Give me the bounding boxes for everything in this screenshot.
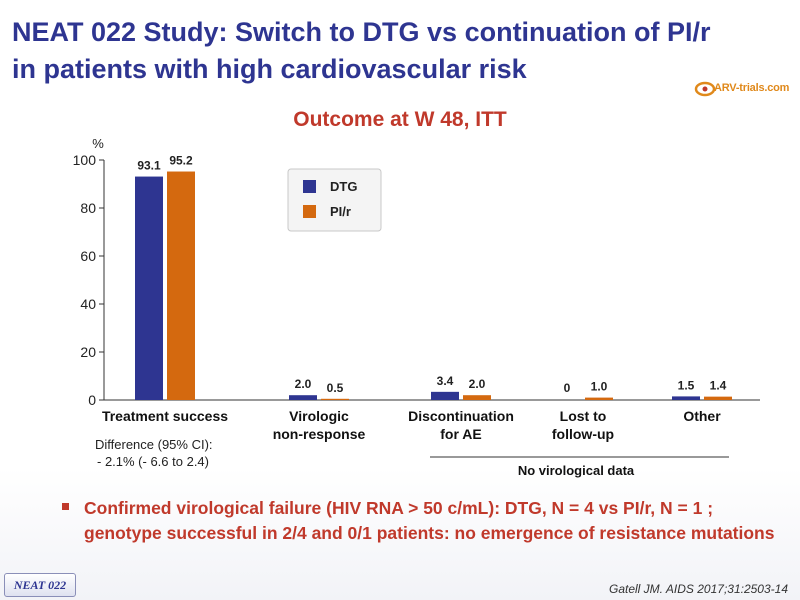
bullet-text: Confirmed virological failure (HIV RNA >… xyxy=(84,498,775,543)
data-label: 93.1 xyxy=(137,159,161,173)
bar-pir-1 xyxy=(321,398,349,400)
x-tick-label: Treatment success xyxy=(102,408,228,424)
data-label: 95.2 xyxy=(169,154,193,168)
data-label: 0 xyxy=(564,381,571,395)
y-tick-label: 80 xyxy=(80,200,96,216)
x-tick-label: Lost to xyxy=(560,408,607,424)
bar-dtg-4 xyxy=(672,396,700,400)
bar-pir-3 xyxy=(585,397,613,400)
data-label: 1.5 xyxy=(678,378,695,392)
x-tick-label: Other xyxy=(683,408,721,424)
study-badge: NEAT 022 xyxy=(4,573,76,597)
x-tick-label: Discontinuation xyxy=(408,408,514,424)
chart-title: Outcome at W 48, ITT xyxy=(293,108,507,131)
data-label: 3.4 xyxy=(437,374,454,388)
difference-note: Difference (95% CI): - 2.1% (- 6.6 to 2.… xyxy=(95,436,213,470)
y-tick-label: 0 xyxy=(88,392,96,408)
difference-label: Difference (95% CI): xyxy=(95,437,213,452)
bar-dtg-0 xyxy=(135,176,163,400)
data-label: 2.0 xyxy=(295,377,312,391)
x-tick-label: for AE xyxy=(440,426,481,442)
bar-pir-2 xyxy=(463,395,491,400)
arv-trials-logo: ARV-trials.com xyxy=(694,78,794,100)
legend-swatch-pir xyxy=(303,205,316,218)
data-label: 1.4 xyxy=(710,379,727,393)
legend-label: DTG xyxy=(330,179,357,194)
y-axis-label: % xyxy=(92,136,104,151)
x-tick-label: Virologic xyxy=(289,408,349,424)
y-tick-label: 60 xyxy=(80,248,96,264)
x-tick-label: follow-up xyxy=(552,426,614,442)
bullet-square-icon xyxy=(62,503,69,510)
y-tick-label: 100 xyxy=(73,152,97,168)
group-annotation: No virological data xyxy=(518,463,635,478)
data-label: 1.0 xyxy=(591,380,608,394)
bar-pir-0 xyxy=(167,171,195,400)
bar-dtg-2 xyxy=(431,391,459,400)
logo-text: ARV-trials.com xyxy=(714,82,790,94)
data-label: 2.0 xyxy=(469,377,486,391)
logo-swoosh-icon xyxy=(694,81,716,97)
legend-label: PI/r xyxy=(330,204,351,219)
bar-dtg-1 xyxy=(289,395,317,400)
y-tick-label: 20 xyxy=(80,344,96,360)
citation: Gatell JM. AIDS 2017;31:2503-14 xyxy=(609,582,788,596)
slide-title: NEAT 022 Study: Switch to DTG vs continu… xyxy=(12,17,711,84)
x-tick-label: non-response xyxy=(273,426,366,442)
legend-swatch-dtg xyxy=(303,180,316,193)
y-tick-label: 40 xyxy=(80,296,96,312)
data-label: 0.5 xyxy=(327,381,344,395)
difference-value: - 2.1% (- 6.6 to 2.4) xyxy=(97,454,209,469)
bar-pir-4 xyxy=(704,396,732,400)
